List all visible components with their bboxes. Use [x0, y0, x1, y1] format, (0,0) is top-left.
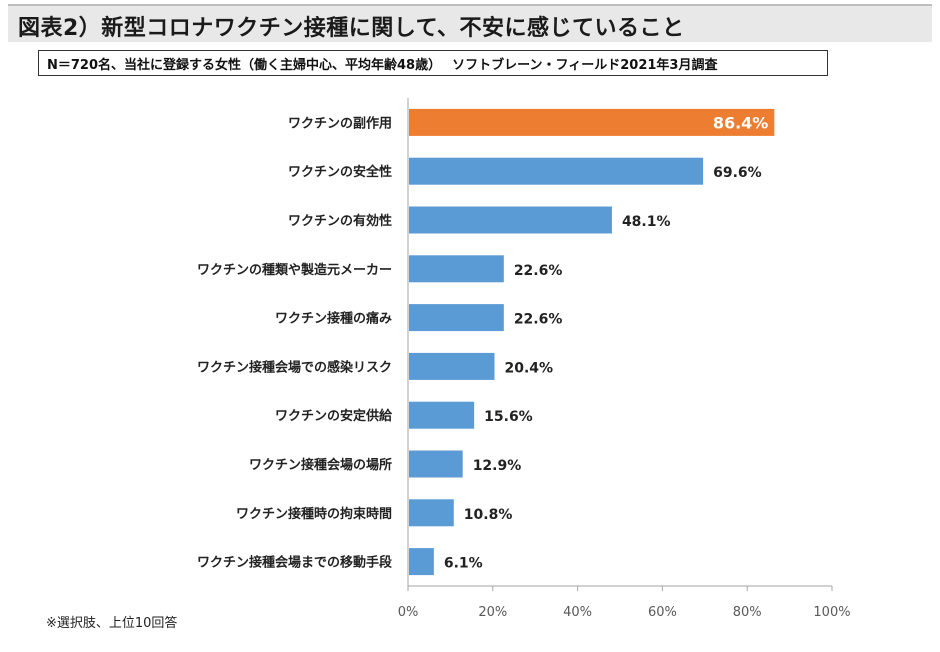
x-tick-label: 40%	[563, 605, 592, 620]
data-label: 48.1%	[622, 214, 671, 230]
bar	[409, 401, 475, 429]
data-label: 22.6%	[514, 312, 563, 328]
category-label: ワクチンの副作用	[288, 115, 392, 131]
bar	[409, 352, 495, 380]
category-label: ワクチンの種類や製造元メーカー	[197, 262, 392, 278]
x-tick-label: 20%	[478, 605, 507, 620]
page-title: 図表2）新型コロナワクチン接種に関して、不安に感じていること	[18, 16, 685, 41]
data-label: 15.6%	[484, 409, 533, 425]
category-label: ワクチン接種の痛み	[275, 311, 392, 327]
category-label: ワクチンの安定供給	[275, 408, 393, 424]
data-label: 6.1%	[444, 556, 483, 572]
bar	[409, 255, 504, 283]
bar	[409, 499, 454, 527]
title-bar: 図表2）新型コロナワクチン接種に関して、不安に感じていること	[8, 4, 932, 42]
category-label: ワクチン接種会場までの移動手段	[197, 555, 392, 571]
bar	[409, 108, 775, 136]
category-label: ワクチンの有効性	[288, 213, 392, 229]
x-tick-label: 0%	[398, 605, 419, 620]
bar	[409, 206, 612, 234]
survey-info-box: N＝720名、当社に登録する女性（働く主婦中心、平均年齢48歳） ソフトブレーン…	[38, 50, 828, 76]
data-label: 10.8%	[464, 507, 513, 523]
data-label: 12.9%	[473, 458, 522, 474]
category-label: ワクチン接種会場での感染リスク	[197, 359, 392, 375]
data-label: 69.6%	[713, 165, 762, 181]
x-tick-label: 80%	[733, 605, 762, 620]
x-tick-label: 100%	[813, 605, 850, 620]
category-label: ワクチン接種時の拘束時間	[236, 506, 392, 522]
data-label: 20.4%	[504, 360, 553, 376]
bar	[409, 548, 434, 576]
bar	[409, 157, 704, 185]
data-label: 86.4%	[713, 113, 769, 132]
x-tick-label: 60%	[648, 605, 677, 620]
category-label: ワクチンの安全性	[288, 164, 392, 180]
bar	[409, 304, 504, 332]
footnote: ※選択肢、上位10回答	[46, 616, 178, 631]
survey-info-text: N＝720名、当社に登録する女性（働く主婦中心、平均年齢48歳） ソフトブレーン…	[47, 58, 718, 73]
category-label: ワクチン接種会場の場所	[249, 457, 392, 473]
bar	[409, 450, 463, 478]
data-label: 22.6%	[514, 263, 563, 279]
